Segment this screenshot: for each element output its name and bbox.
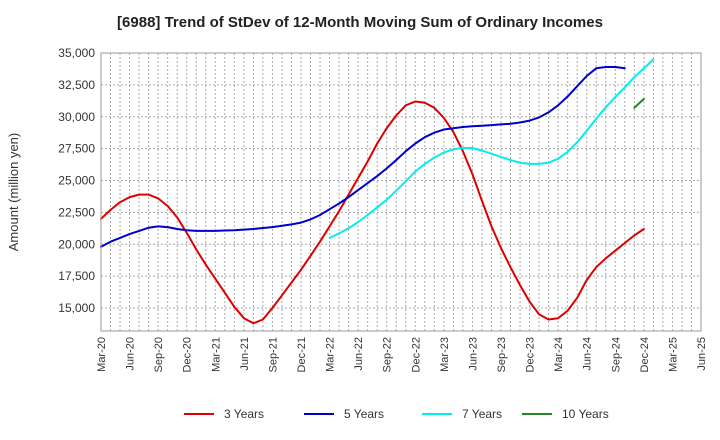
x-tick-label: Sep-23 bbox=[496, 337, 508, 372]
y-tick-label: 25,000 bbox=[58, 174, 95, 188]
x-tick-label: Dec-24 bbox=[639, 337, 651, 372]
x-tick-label: Mar-23 bbox=[439, 337, 451, 372]
y-tick-label: 30,000 bbox=[58, 110, 95, 124]
y-axis-label: Amount (million yen) bbox=[6, 133, 21, 252]
x-tick-label: Mar-22 bbox=[325, 337, 337, 372]
y-tick-label: 20,000 bbox=[58, 237, 95, 251]
x-tick-label: Mar-20 bbox=[96, 337, 108, 372]
x-tick-label: Jun-24 bbox=[582, 337, 594, 371]
x-tick-label: Sep-24 bbox=[610, 337, 622, 372]
legend: 3 Years 5 Years 7 Years 10 Years bbox=[184, 407, 609, 421]
y-tick-label: 32,500 bbox=[58, 78, 95, 92]
x-tick-label: Sep-22 bbox=[382, 337, 394, 372]
x-tick-label: Sep-20 bbox=[153, 337, 165, 372]
y-tick-label: 27,500 bbox=[58, 142, 95, 156]
y-tick-label: 35,000 bbox=[58, 46, 95, 60]
legend-label: 5 Years bbox=[344, 407, 384, 421]
series-line-10-years bbox=[633, 97, 645, 109]
legend-label: 7 Years bbox=[462, 407, 502, 421]
legend-label: 3 Years bbox=[224, 407, 264, 421]
x-tick-label: Jun-20 bbox=[125, 337, 137, 371]
series-lines bbox=[100, 58, 655, 325]
x-tick-label: Mar-24 bbox=[553, 337, 565, 372]
x-tick-label: Jun-21 bbox=[239, 337, 251, 371]
y-tick-label: 22,500 bbox=[58, 205, 95, 219]
x-tick-label: Dec-21 bbox=[296, 337, 308, 372]
x-tick-label: Jun-22 bbox=[353, 337, 365, 371]
y-tick-label: 17,500 bbox=[58, 269, 95, 283]
chart-title: [6988] Trend of StDev of 12-Month Moving… bbox=[117, 14, 603, 31]
x-axis-ticks: Mar-20 Jun-20 Sep-20 Dec-20 Mar-21 Jun-21 Sep-… bbox=[96, 337, 708, 372]
x-tick-label: Mar-25 bbox=[667, 337, 679, 372]
plot-frame bbox=[100, 52, 702, 332]
x-tick-label: Mar-21 bbox=[210, 337, 222, 372]
grid bbox=[100, 52, 702, 331]
y-axis-ticks: 15,000 17,500 20,000 22,500 25,000 27,500 30,0… bbox=[58, 46, 95, 315]
x-tick-label: Dec-23 bbox=[525, 337, 537, 372]
legend-label: 10 Years bbox=[562, 407, 609, 421]
x-tick-label: Jun-23 bbox=[467, 337, 479, 371]
series-line-5-years bbox=[100, 66, 626, 248]
x-tick-label: Sep-21 bbox=[267, 337, 279, 372]
x-tick-label: Jun-25 bbox=[696, 337, 708, 371]
series-line-3-years bbox=[100, 100, 645, 325]
series-line-7-years bbox=[328, 58, 655, 239]
x-tick-label: Dec-20 bbox=[182, 337, 194, 372]
y-tick-label: 15,000 bbox=[58, 301, 95, 315]
x-tick-label: Dec-22 bbox=[410, 337, 422, 372]
